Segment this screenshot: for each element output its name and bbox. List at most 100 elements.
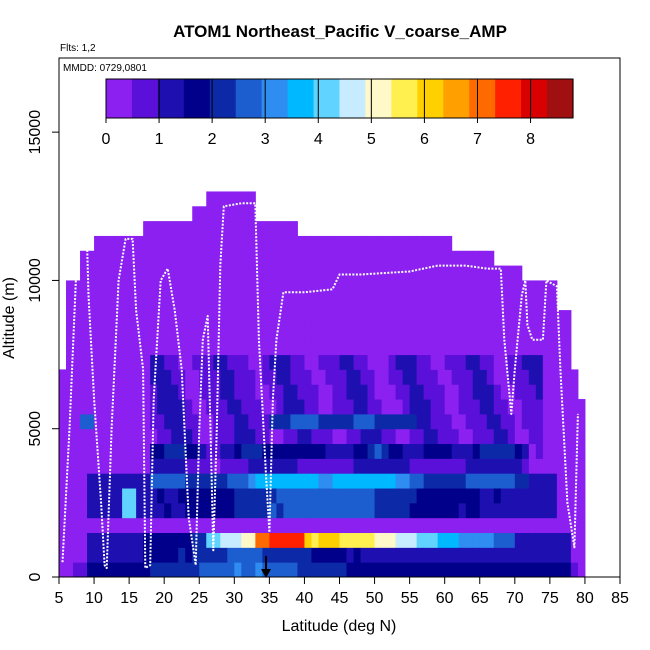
heat-cell: [493, 473, 502, 489]
heat-cell: [129, 428, 137, 445]
heat-cell: [325, 547, 333, 563]
heat-cell: [87, 369, 95, 385]
heat-cell: [332, 443, 340, 459]
heat-cell: [423, 488, 432, 504]
heat-cell: [353, 428, 362, 445]
heat-cell: [241, 206, 249, 222]
heat-cell: [339, 428, 348, 445]
heat-cell: [570, 443, 579, 459]
heat-cell: [164, 428, 172, 445]
heat-cell: [325, 532, 333, 548]
heat-cell: [374, 399, 383, 415]
heat-cell: [570, 458, 579, 474]
heat-cell: [430, 250, 439, 267]
heat-cell: [164, 280, 172, 296]
heat-cell: [542, 295, 551, 311]
y-tick-label: 0: [27, 572, 44, 581]
heat-cell: [423, 399, 432, 415]
heat-cell: [521, 384, 530, 400]
heat-cell: [164, 295, 172, 311]
heat-cell: [94, 310, 102, 326]
heat-cell: [374, 413, 383, 430]
heat-cell: [283, 295, 291, 311]
heat-cell: [409, 339, 418, 356]
heat-cell: [500, 310, 509, 326]
heat-cell: [367, 250, 376, 267]
heat-cell: [276, 547, 284, 563]
heat-cell: [430, 517, 439, 534]
heat-cell: [346, 473, 355, 489]
heat-cell: [122, 562, 130, 578]
heat-cell: [535, 280, 544, 296]
heat-cell: [339, 265, 348, 281]
heat-cell: [353, 473, 362, 489]
heat-cell: [101, 517, 109, 534]
heat-cell: [465, 399, 474, 415]
heat-cell: [486, 532, 495, 548]
heat-cell: [416, 532, 425, 548]
heat-cell: [535, 354, 544, 370]
heat-cell: [248, 458, 256, 474]
colorbar-tick-label: 4: [314, 131, 323, 148]
heat-cell: [563, 384, 572, 400]
heat-cell: [528, 354, 537, 370]
heat-cell: [220, 310, 228, 326]
heat-cell: [276, 488, 284, 504]
heat-cell: [164, 443, 172, 459]
heat-cell: [213, 206, 221, 222]
heat-cell: [206, 280, 214, 296]
heat-cell: [248, 250, 256, 267]
heat-cell: [192, 428, 200, 445]
heat-cell: [444, 562, 453, 578]
heat-cell: [311, 324, 319, 341]
heat-cell: [157, 265, 165, 281]
heat-cell: [521, 443, 530, 459]
heat-cell: [136, 532, 144, 548]
heat-cell: [507, 310, 516, 326]
heat-cell: [472, 384, 481, 400]
heat-cell: [248, 206, 256, 222]
heat-cell: [374, 235, 383, 252]
heat-cell: [234, 428, 242, 445]
heat-cell: [213, 235, 221, 252]
heat-cell: [507, 443, 516, 459]
heat-cell: [283, 502, 291, 519]
heat-cell: [206, 354, 214, 370]
heat-cell: [521, 473, 530, 489]
heat-cell: [570, 488, 579, 504]
heat-cell: [570, 562, 579, 578]
x-tick-label: 5: [55, 590, 64, 607]
heat-cell: [556, 339, 565, 356]
heat-cell: [514, 428, 523, 445]
heat-cell: [409, 280, 418, 296]
heat-cell: [304, 547, 312, 563]
heat-cell: [115, 413, 123, 430]
heat-cell: [444, 517, 453, 534]
heat-cell: [199, 384, 207, 400]
heat-cell: [94, 399, 102, 415]
heat-cell: [402, 443, 411, 459]
heat-cell: [150, 517, 158, 534]
heat-cell: [514, 384, 523, 400]
heat-cell: [73, 339, 81, 356]
heat-cell: [213, 517, 221, 534]
heat-cell: [304, 280, 312, 296]
heat-cell: [423, 295, 432, 311]
heat-cell: [395, 502, 404, 519]
heat-cell: [486, 265, 495, 281]
heat-cell: [276, 384, 284, 400]
heat-cell: [563, 413, 572, 430]
heat-cell: [402, 473, 411, 489]
heat-cell: [241, 265, 249, 281]
heat-cell: [178, 458, 186, 474]
heat-cell: [472, 265, 481, 281]
heat-cell: [269, 488, 277, 504]
heat-cell: [150, 369, 158, 385]
heat-cell: [346, 324, 355, 341]
heat-cell: [94, 458, 102, 474]
colorbar-swatch: [131, 79, 159, 118]
heat-cell: [465, 324, 474, 341]
heat-cell: [325, 502, 333, 519]
heat-cell: [353, 354, 362, 370]
heat-cell: [234, 295, 242, 311]
